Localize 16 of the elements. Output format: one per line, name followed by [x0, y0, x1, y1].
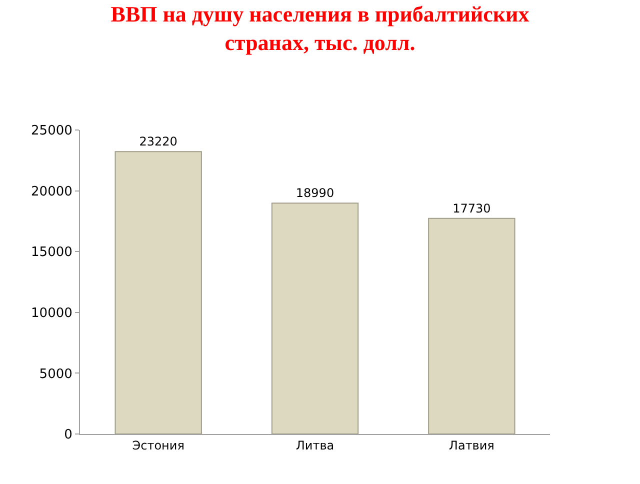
bar — [114, 151, 202, 434]
y-tick-label: 20000 — [31, 184, 72, 200]
bar — [428, 218, 516, 434]
data-label: 17730 — [452, 201, 491, 216]
y-tick-label: 5000 — [39, 366, 72, 382]
x-tick-label: Латвия — [448, 438, 494, 452]
x-tick-label: Литва — [296, 438, 334, 452]
y-tick-label: 10000 — [31, 306, 72, 321]
data-label: 18990 — [296, 186, 334, 200]
y-tick-label: 0 — [64, 428, 72, 443]
y-tick-label: 15000 — [31, 245, 72, 260]
data-label: 23220 — [139, 134, 178, 149]
y-tick-label: 25000 — [31, 124, 72, 139]
bar — [271, 202, 359, 434]
x-tick-label: Эстония — [132, 438, 184, 452]
chart-title: ВВП на душу населения в прибалтийских странах, тыс. долл. — [110, 2, 530, 56]
